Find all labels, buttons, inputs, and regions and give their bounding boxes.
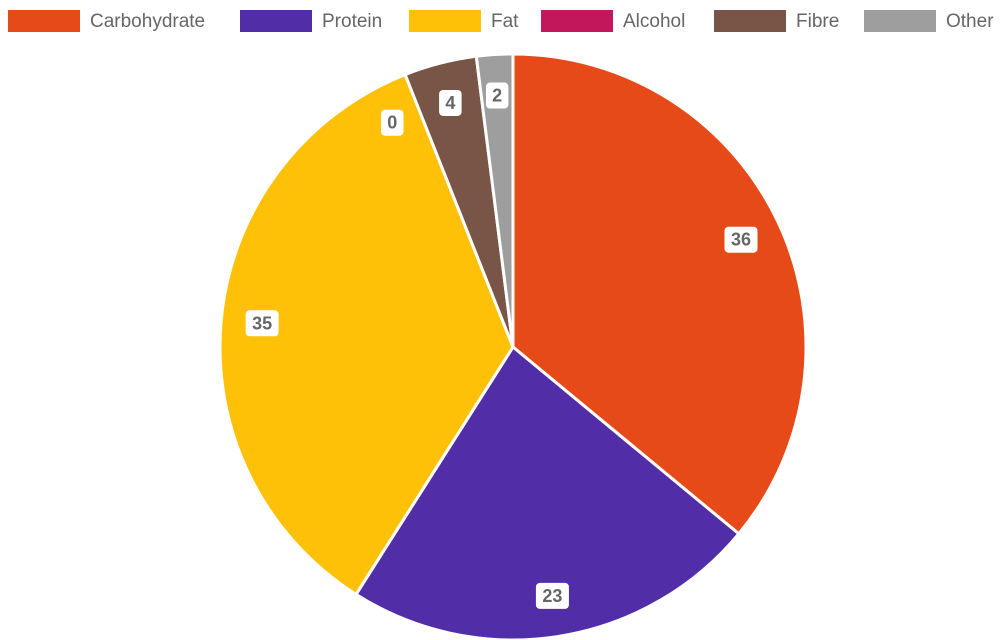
legend-label-fat: Fat (491, 11, 519, 32)
data-label-box-carbohydrate (724, 226, 758, 253)
legend-label-other: Other (946, 11, 994, 32)
pie-slices (218, 52, 808, 640)
legend-label-protein: Protein (322, 11, 382, 32)
legend-item-fibre[interactable]: Fibre (714, 10, 839, 32)
data-label-text-protein: 23 (542, 586, 562, 606)
data-label-carbohydrate: 36 (724, 226, 758, 253)
pie-slice-carbohydrate[interactable] (511, 52, 808, 536)
data-label-fat: 35 (245, 310, 279, 337)
legend-swatch-fibre (714, 10, 786, 32)
data-label-box-fibre (439, 89, 462, 116)
data-label-protein: 23 (535, 582, 569, 609)
data-label-text-fat: 35 (252, 313, 272, 333)
legend-item-carbohydrate[interactable]: Carbohydrate (8, 10, 205, 32)
legend: Carbohydrate Protein Fat Alcohol Fibre Other (8, 10, 994, 32)
pie-slice-other[interactable] (474, 52, 515, 349)
data-label-other: 2 (485, 82, 509, 109)
legend-swatch-other (864, 10, 936, 32)
data-label-box-fat (245, 310, 279, 337)
data-label-box-other (485, 82, 509, 109)
data-label-fibre: 4 (439, 89, 462, 116)
data-labels: 36 23 35 0 4 2 (245, 82, 758, 609)
data-label-text-other: 2 (492, 86, 502, 106)
legend-item-fat[interactable]: Fat (409, 10, 519, 32)
legend-swatch-protein (240, 10, 312, 32)
legend-label-carbohydrate: Carbohydrate (90, 11, 205, 32)
legend-item-protein[interactable]: Protein (240, 10, 382, 32)
pie-slice-fat[interactable] (218, 73, 515, 596)
legend-item-alcohol[interactable]: Alcohol (541, 10, 685, 32)
data-label-text-alcohol: 0 (387, 113, 397, 133)
legend-label-fibre: Fibre (796, 11, 839, 32)
legend-item-other[interactable]: Other (864, 10, 994, 32)
legend-label-alcohol: Alcohol (623, 11, 685, 32)
data-label-text-carbohydrate: 36 (731, 230, 751, 250)
legend-swatch-alcohol (541, 10, 613, 32)
data-label-alcohol: 0 (380, 109, 404, 136)
data-label-text-fibre: 4 (445, 93, 455, 113)
data-label-box-protein (535, 582, 569, 609)
legend-swatch-fat (409, 10, 481, 32)
legend-swatch-carbohydrate (8, 10, 80, 32)
data-label-box-alcohol (380, 109, 404, 136)
pie-slice-protein[interactable] (354, 345, 741, 640)
